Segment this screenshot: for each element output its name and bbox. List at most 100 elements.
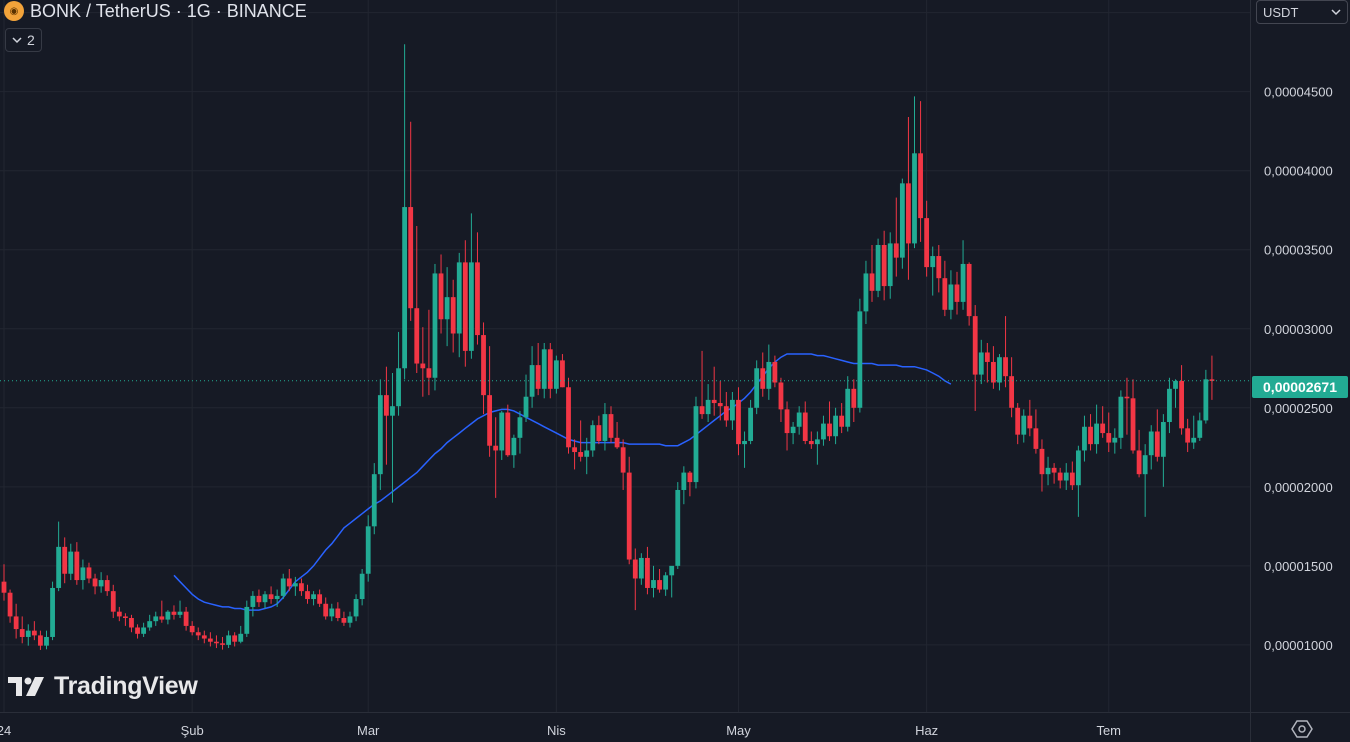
candle-body xyxy=(232,635,238,642)
candle-body xyxy=(845,388,851,427)
candle-body xyxy=(984,352,990,362)
candle-body xyxy=(1051,467,1057,473)
candle-body xyxy=(578,452,584,457)
candle-body xyxy=(1039,448,1045,475)
candle-body xyxy=(62,546,68,574)
y-tick-label: 0,00004500 xyxy=(1264,85,1333,100)
candle-body xyxy=(1045,467,1051,475)
candle-body xyxy=(827,423,832,437)
candle-body xyxy=(632,559,638,579)
symbol-title[interactable]: BONK / TetherUS · 1G · BINANCE xyxy=(30,0,307,21)
candle-body xyxy=(1185,428,1191,443)
indicators-toggle-button[interactable]: 2 xyxy=(5,28,42,52)
candle-body xyxy=(620,447,626,473)
candle-body xyxy=(420,363,426,369)
grid-lines xyxy=(0,0,1250,712)
candle-body xyxy=(268,594,274,600)
candle-body xyxy=(1124,396,1130,399)
candle-body xyxy=(918,153,923,219)
candle-body xyxy=(930,256,936,268)
candle-body xyxy=(177,611,183,615)
candle-body xyxy=(153,616,159,622)
candle-body xyxy=(487,395,492,446)
candle-body xyxy=(462,262,468,351)
candle-body xyxy=(135,627,140,634)
candle-body xyxy=(802,412,808,441)
candle-body xyxy=(1148,431,1154,456)
candle-body xyxy=(997,357,1002,383)
candle-body xyxy=(147,621,153,628)
candle-body xyxy=(614,437,620,448)
candle-body xyxy=(742,440,747,445)
candle-body xyxy=(1173,380,1178,389)
last-price-label: 0,00002671 xyxy=(1252,376,1348,398)
candle-body xyxy=(110,591,116,612)
candle-body xyxy=(408,207,414,309)
y-tick-label: 0,00001500 xyxy=(1264,559,1333,574)
candle-body xyxy=(1136,450,1142,475)
candle-body xyxy=(553,360,559,389)
candle-body xyxy=(256,595,262,603)
candle-body xyxy=(584,450,590,457)
candle-body xyxy=(116,611,122,617)
candle-body xyxy=(760,368,766,389)
tradingview-logo-icon xyxy=(8,676,44,696)
candle-body xyxy=(991,361,996,383)
y-tick-label: 0,00004000 xyxy=(1264,164,1333,179)
candle-body xyxy=(626,472,632,560)
candle-body xyxy=(402,207,408,369)
moving-average-layer xyxy=(173,353,952,611)
y-tick-label: 0,00003000 xyxy=(1264,322,1333,337)
candle-body xyxy=(572,447,577,453)
candle-body xyxy=(475,262,480,336)
currency-select[interactable]: USDT xyxy=(1256,0,1348,24)
candle-body xyxy=(220,643,225,645)
candle-body xyxy=(414,308,420,364)
candle-body xyxy=(863,273,869,312)
candle-body xyxy=(292,583,298,587)
chevron-down-icon xyxy=(1331,9,1341,16)
candle-body xyxy=(978,352,984,375)
candle-body xyxy=(608,414,614,438)
candle-body xyxy=(250,595,256,607)
tradingview-watermark[interactable]: TradingView xyxy=(8,672,198,701)
candle-body xyxy=(1142,455,1148,475)
settings-icon[interactable] xyxy=(1291,718,1313,740)
x-tick-label: Nis xyxy=(547,723,566,738)
candle-body xyxy=(468,262,474,351)
candle-body xyxy=(444,297,450,320)
candle-body xyxy=(353,599,359,617)
candle-body xyxy=(681,472,687,490)
currency-value: USDT xyxy=(1263,4,1299,20)
candle-body xyxy=(25,630,31,637)
candle-body xyxy=(1027,415,1033,429)
candle-body xyxy=(535,365,541,389)
y-tick-label: 0,00002000 xyxy=(1264,480,1333,495)
candle-body xyxy=(384,395,389,416)
candle-body xyxy=(942,278,948,310)
candle-body xyxy=(450,297,456,334)
x-tick-label: Tem xyxy=(1096,723,1121,738)
candle-body xyxy=(511,437,517,456)
candle-body xyxy=(808,440,814,445)
candle-body xyxy=(317,594,323,604)
candle-body xyxy=(347,616,353,623)
candle-body xyxy=(541,349,547,389)
candle-body xyxy=(705,399,711,415)
candle-body xyxy=(966,263,972,317)
candle-body xyxy=(748,407,754,441)
candle-body xyxy=(1,581,7,593)
candle-body xyxy=(560,360,565,388)
candle-body xyxy=(972,316,978,375)
candle-body xyxy=(814,439,820,445)
x-tick-label: Mar xyxy=(357,723,380,738)
candle-body xyxy=(50,587,55,637)
candle-body xyxy=(311,594,316,600)
candle-body xyxy=(1021,415,1027,435)
candle-body xyxy=(359,573,365,600)
candle-body xyxy=(1106,433,1112,443)
candle-body xyxy=(517,417,523,438)
candle-body xyxy=(286,578,292,587)
candle-body xyxy=(960,263,966,302)
